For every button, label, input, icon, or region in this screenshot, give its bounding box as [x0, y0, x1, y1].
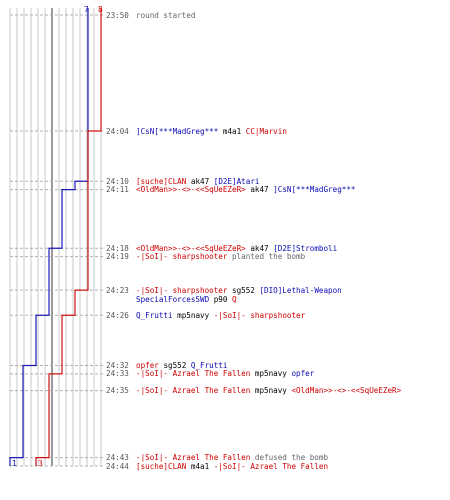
- event-text: defused the bomb: [254, 453, 329, 463]
- event-text: opfer: [136, 361, 159, 370]
- event-text: p90: [213, 294, 228, 304]
- event-row: 23:50 round started: [106, 11, 195, 20]
- event-timestamp: 24:32: [106, 361, 129, 370]
- event-text: <OldMan>>-<>-<<SqUeEZeR>: [136, 243, 246, 253]
- event-text: -|SoI|- Azrael The Fallen: [136, 386, 251, 396]
- event-timestamp: 24:23: [106, 285, 129, 295]
- event-text: round started: [136, 10, 196, 20]
- event-text: planted the bomb: [232, 252, 306, 262]
- event-timestamp: 24:33: [106, 369, 129, 379]
- event-text: m4a1: [190, 461, 210, 471]
- event-text: mp5navy: [254, 369, 287, 379]
- team-1-step-line: [9, 8, 89, 466]
- event-text: CC|Marvin: [245, 126, 287, 136]
- event-text: ak47: [250, 185, 269, 195]
- event-text: [suche]CLAN: [136, 461, 187, 471]
- team-2-end-count: 3: [38, 459, 43, 468]
- event-text: mp5navy: [177, 310, 210, 320]
- event-row: 24:26 Q_Frutti mp5navy -|SoI|- sharpshoot…: [106, 311, 305, 320]
- event-text: sg552: [163, 361, 187, 370]
- event-text: -|SoI|- Azrael The Fallen: [136, 369, 251, 379]
- event-text: [DIO]Lethal-Weapon: [259, 285, 342, 295]
- event-row: 24:19 -|SoI|- sharpshooter planted the bo…: [106, 252, 305, 261]
- event-row: SpecialForcesSWD p90 Q: [106, 295, 237, 304]
- event-text: <OldMan>>-<>-<<SqUeEZeR>: [291, 386, 402, 396]
- event-text: ak47: [190, 176, 210, 186]
- event-text: Q_Frutti: [190, 361, 228, 370]
- event-row: 24:18 <OldMan>>-<>-<<SqUeEZeR> ak47 [D2E]…: [106, 244, 337, 253]
- event-row: 24:33 -|SoI|- Azrael The Fallen mp5navy o…: [106, 369, 314, 378]
- event-text: mp5navy: [254, 386, 287, 396]
- event-timestamp: 24:10: [106, 176, 129, 186]
- event-text: Q_Frutti: [136, 310, 173, 320]
- event-row: 24:11 <OldMan>>-<>-<<SqUeEZeR> ak47 ]CsN[…: [106, 185, 355, 194]
- event-text: -|SoI|- Azrael The Fallen: [213, 461, 329, 471]
- team-2-start-count: 8: [98, 5, 103, 14]
- event-text: -|SoI|- sharpshooter: [136, 252, 228, 262]
- event-text: m4a1: [222, 126, 242, 136]
- event-text: [suche]CLAN: [136, 176, 187, 186]
- event-text: SpecialForcesSWD: [136, 294, 210, 304]
- event-row: 24:23 -|SoI|- sharpshooter sg552 [DIO]Let…: [106, 286, 342, 295]
- event-text: Q: [232, 294, 237, 304]
- event-row: 24:04 ]CsN[***MadGreg*** m4a1 CC|Marvin: [106, 127, 287, 136]
- event-row: 24:32 opfer sg552 Q_Frutti: [106, 361, 227, 370]
- event-timestamp: 24:43: [106, 453, 129, 463]
- event-timestamp: 24:18: [106, 243, 129, 253]
- event-row: 24:10 [suche]CLAN ak47 [D2E]Atari: [106, 177, 259, 186]
- team-1-start-count: 7: [84, 5, 89, 14]
- event-row: 24:35 -|SoI|- Azrael The Fallen mp5navy <…: [106, 386, 401, 395]
- event-text: ]CsN[***MadGreg***: [136, 126, 219, 136]
- team-2-step-line: [35, 8, 102, 466]
- event-text: opfer: [291, 369, 315, 379]
- event-timestamp: 24:11: [106, 185, 129, 195]
- event-row: 24:43 -|SoI|- Azrael The Fallen defused t…: [106, 453, 328, 462]
- event-text: -|SoI|- sharpshooter: [136, 285, 228, 295]
- event-text: ]CsN[***MadGreg***: [273, 185, 356, 195]
- event-text: sg552: [232, 285, 255, 295]
- event-text: -|SoI|- Azrael The Fallen: [136, 453, 251, 463]
- event-text: ak47: [250, 243, 269, 253]
- event-timestamp: 24:35: [106, 386, 129, 396]
- event-timestamp: 24:19: [106, 252, 129, 262]
- event-timestamp: 24:04: [106, 126, 129, 136]
- event-timestamp: 23:50: [106, 10, 129, 20]
- event-row: 24:44 [suche]CLAN m4a1 -|SoI|- Azrael The…: [106, 462, 328, 471]
- event-text: [D2E]Stromboli: [273, 243, 338, 253]
- event-timestamp: 24:44: [106, 461, 129, 471]
- team-1-end-count: 1: [12, 459, 17, 468]
- event-text: -|SoI|- sharpshooter: [213, 310, 306, 320]
- event-timestamp: 24:26: [106, 310, 129, 320]
- event-text: <OldMan>>-<>-<<SqUeEZeR>: [136, 185, 246, 195]
- event-text: [D2E]Atari: [213, 176, 260, 186]
